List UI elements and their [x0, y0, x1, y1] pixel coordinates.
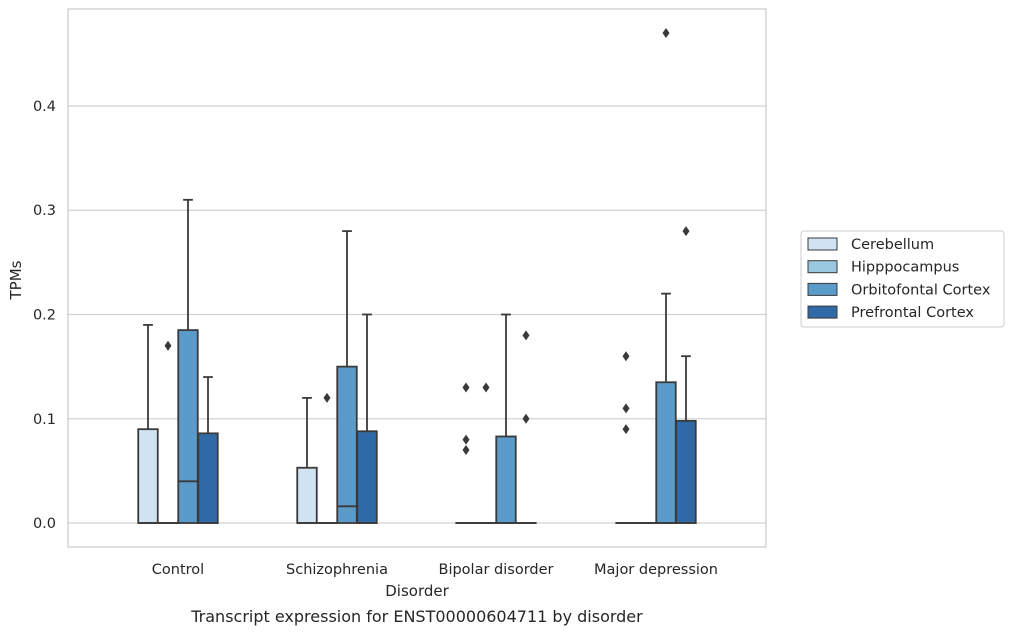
legend-label: Prefrontal Cortex: [851, 305, 974, 321]
box-body: [197, 432, 219, 524]
legend-swatch: [807, 237, 838, 251]
box-body: [177, 329, 199, 524]
box-3-2: [515, 330, 537, 524]
outlier-marker: [622, 424, 630, 435]
legend-swatch: [807, 260, 838, 274]
box-body: [655, 381, 677, 524]
y-tick-label: 0.3: [33, 203, 56, 219]
box-body: [336, 365, 358, 524]
outlier-marker: [482, 382, 490, 393]
x-tick-label: Bipolar disorder: [439, 562, 554, 578]
legend-label: Cerebellum: [851, 237, 934, 253]
x-tick-label: Major depression: [594, 562, 718, 578]
y-tick-labels: 0.0 0.1 0.2 0.3 0.4: [33, 99, 56, 532]
x-tick-label: Control: [152, 562, 204, 578]
outlier-marker: [462, 445, 470, 456]
y-tick-label: 0.4: [33, 99, 56, 115]
box-0-3: [615, 351, 637, 524]
y-tick-label: 0.0: [33, 516, 56, 532]
outlier-marker: [164, 340, 172, 351]
box-0-0: [137, 324, 159, 524]
legend-frame: [800, 230, 1005, 328]
box-3-0: [197, 376, 219, 524]
outlier-marker: [622, 403, 630, 414]
box-body: [495, 435, 517, 524]
box-1-1: [316, 392, 338, 524]
outlier-marker: [682, 226, 690, 237]
box-1-0: [157, 340, 179, 524]
box-2-2: [495, 313, 517, 524]
box-body: [296, 466, 318, 524]
legend-label: Hipppocampus: [851, 260, 959, 276]
box-body: [137, 428, 159, 524]
y-tick-label: 0.1: [33, 412, 56, 428]
legend-swatch: [807, 305, 838, 319]
x-axis-label: Disorder: [385, 582, 449, 600]
x-tick-label: Schizophrenia: [286, 562, 388, 578]
box-0-2: [455, 382, 477, 524]
outlier-marker: [662, 27, 670, 38]
outlier-marker: [522, 413, 530, 424]
legend-swatch: [807, 282, 838, 296]
chart-caption: Transcript expression for ENST0000060471…: [190, 607, 643, 626]
y-tick-label: 0.2: [33, 307, 56, 323]
box-body: [356, 430, 378, 524]
box-0-1: [296, 397, 318, 524]
outlier-marker: [462, 382, 470, 393]
y-axis-label: TPMs: [7, 260, 25, 300]
box-body: [675, 419, 697, 524]
outlier-marker: [622, 351, 630, 362]
box-2-1: [336, 230, 358, 524]
outlier-marker: [522, 330, 530, 341]
outlier-marker: [323, 392, 331, 403]
outlier-marker: [462, 434, 470, 445]
box-3-1: [356, 313, 378, 524]
x-tick-labels: Control Schizophrenia Bipolar disorder Majo…: [152, 562, 718, 578]
legend: Cerebellum Hipppocampus Orbitofontal Corte…: [800, 230, 1005, 328]
box-3-3: [675, 226, 697, 524]
box-groups: [137, 27, 697, 524]
box-2-0: [177, 198, 199, 524]
plot-frame: [67, 8, 767, 548]
legend-label: Orbitofontal Cortex: [851, 282, 991, 298]
box-1-2: [475, 382, 497, 524]
box-2-3: [655, 27, 677, 524]
